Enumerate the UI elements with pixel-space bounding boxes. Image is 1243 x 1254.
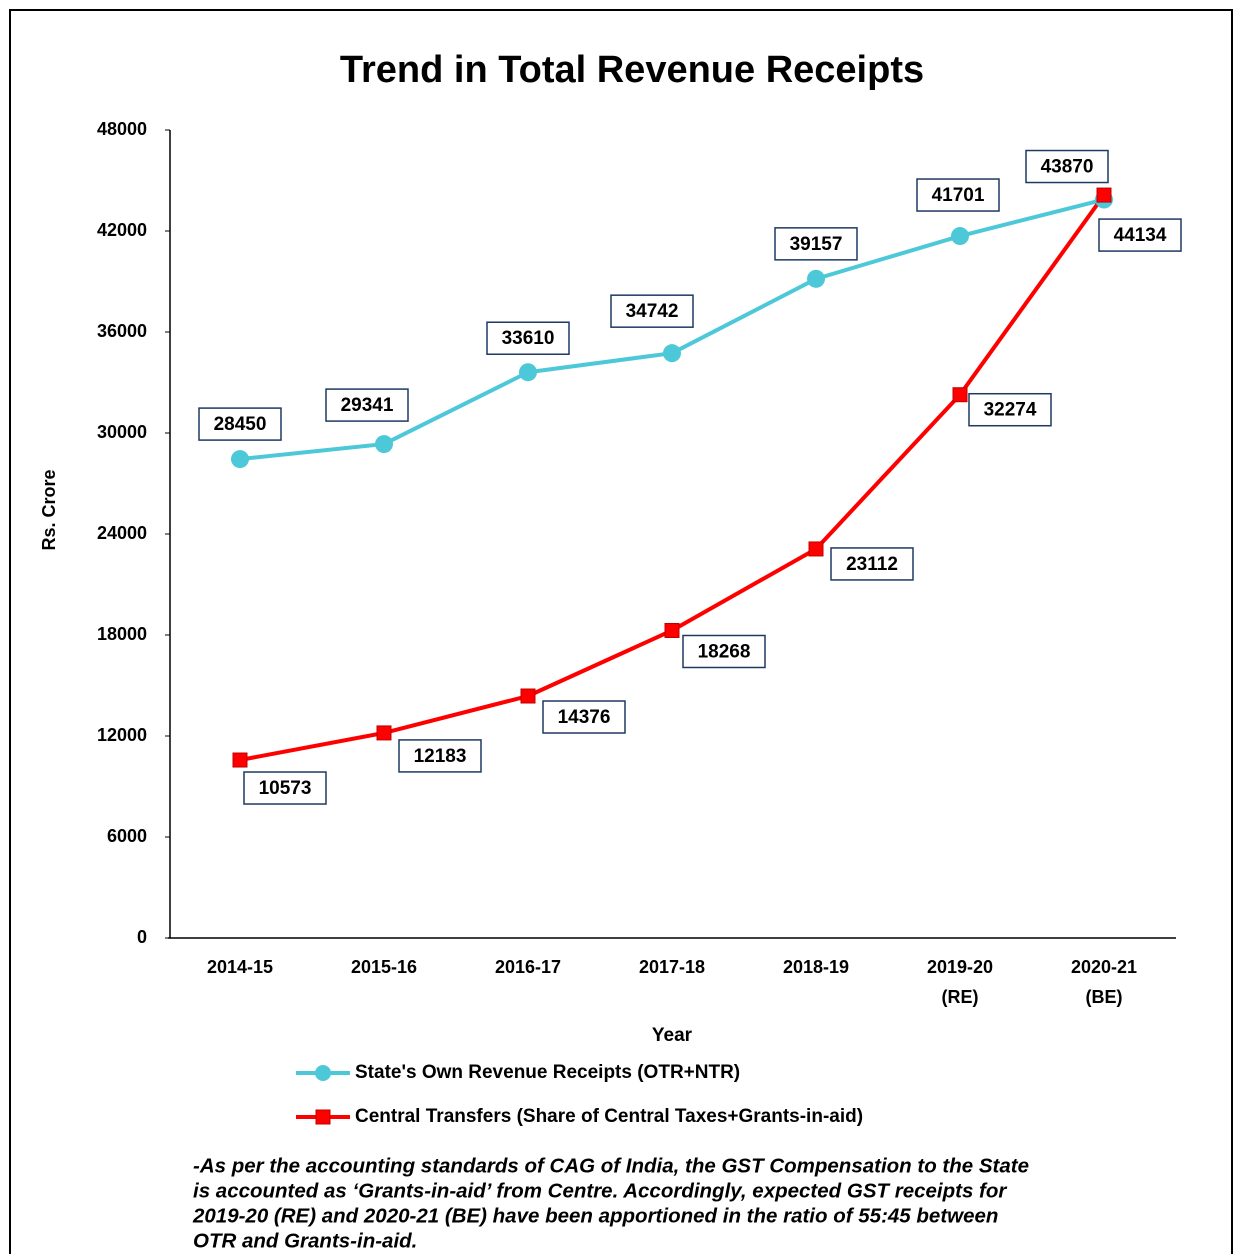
data-label: 29341 — [341, 395, 394, 416]
data-label-box — [1098, 218, 1182, 252]
y-tick-label: 42000 — [97, 220, 147, 240]
x-tick-label: 2014-15 — [207, 957, 273, 977]
line-marker — [807, 269, 825, 288]
data-label-box — [830, 547, 914, 581]
legend-marker — [315, 1109, 331, 1125]
data-label: 34742 — [626, 301, 679, 322]
data-label: 28450 — [214, 414, 267, 435]
data-label: 12183 — [414, 746, 467, 767]
line-marker — [231, 450, 249, 469]
data-label-box — [542, 700, 626, 734]
data-label: 32274 — [984, 400, 1037, 421]
y-tick-label: 24000 — [97, 523, 147, 543]
data-label-box — [682, 634, 766, 669]
x-tick-label: 2015-16 — [351, 957, 417, 977]
note-line: OTR and Grants-in-aid. — [193, 1229, 417, 1252]
data-label-box — [774, 227, 858, 261]
note-line: 2019-20 (RE) and 2020-21 (BE) have been … — [192, 1204, 998, 1227]
x-tick-label: 2020-21 (BE) — [1071, 957, 1137, 1007]
line-marker — [376, 725, 392, 741]
x-tick-label: 2017-18 — [639, 957, 705, 977]
y-tick-label: 30000 — [97, 422, 147, 442]
data-label-box — [916, 178, 1000, 212]
data-label-box — [398, 739, 482, 773]
data-label: 43870 — [1041, 157, 1094, 178]
data-label: 23112 — [846, 554, 898, 575]
data-label-box — [243, 771, 327, 805]
data-label: 39157 — [790, 234, 843, 255]
y-axis-label: Rs. Crore — [39, 469, 59, 550]
y-tick-label: 48000 — [97, 119, 147, 139]
x-tick-label: 2018-19 — [783, 957, 849, 977]
data-label-box — [610, 294, 694, 328]
y-tick-label: 12000 — [97, 725, 147, 745]
y-tick-label: 18000 — [97, 624, 147, 644]
x-tick-label: 2016-17 — [495, 957, 561, 977]
legend-label: Central Transfers (Share of Central Taxe… — [355, 1106, 863, 1127]
line-marker — [952, 387, 968, 403]
line-marker — [1096, 187, 1112, 203]
line-marker — [808, 541, 824, 557]
x-tick-label: 2019-20 (RE) — [927, 957, 993, 1007]
line-marker — [375, 435, 393, 454]
data-label: 18268 — [698, 642, 751, 663]
chart-title: Trend in Total Revenue Receipts — [340, 49, 924, 91]
x-axis-label: Year — [652, 1025, 693, 1046]
line-marker — [951, 227, 969, 246]
frame — [9, 9, 1233, 1254]
data-label-box — [968, 392, 1052, 427]
y-tick-label: 6000 — [107, 826, 147, 846]
data-label: 14376 — [558, 707, 611, 728]
data-label-box — [486, 321, 570, 355]
y-tick-label: 36000 — [97, 321, 147, 341]
note-line: -As per the accounting standards of CAG … — [193, 1154, 1029, 1177]
line-marker — [520, 688, 536, 704]
line-marker — [232, 752, 248, 768]
legend-label: State's Own Revenue Receipts (OTR+NTR) — [355, 1062, 740, 1083]
data-label: 44134 — [1114, 225, 1167, 246]
data-label: 10573 — [259, 778, 312, 799]
line-marker — [519, 363, 537, 382]
line-marker — [664, 622, 680, 638]
data-label-box — [198, 407, 282, 441]
data-label-box — [1025, 149, 1109, 184]
data-label: 33610 — [502, 328, 555, 349]
series-line — [239, 193, 1106, 762]
note-line: is accounted as ‘Grants-in-aid’ from Cen… — [193, 1179, 1007, 1202]
legend-marker — [315, 1065, 331, 1081]
data-label-box — [325, 388, 409, 422]
data-label: 41701 — [932, 185, 985, 206]
line-marker — [663, 344, 681, 363]
y-tick-label: 0 — [137, 927, 147, 947]
